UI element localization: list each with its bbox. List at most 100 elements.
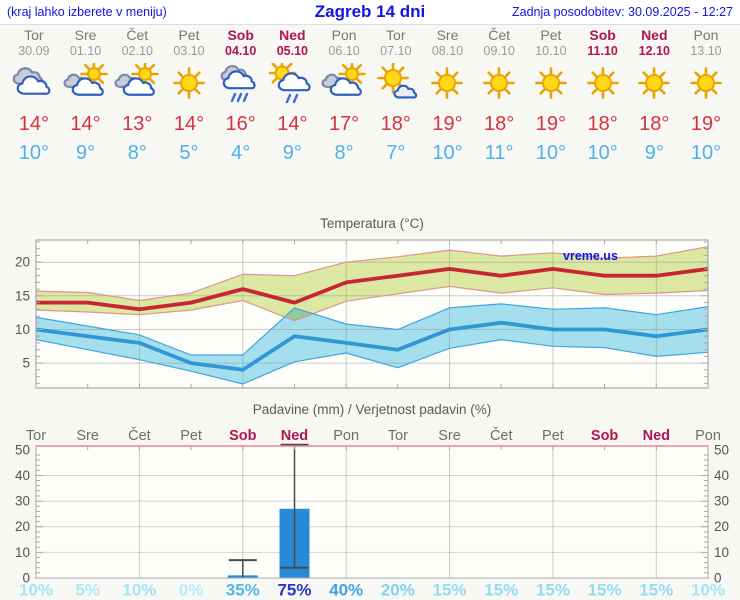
- low-temp-label: 10°: [18, 142, 49, 164]
- svg-text:20%: 20%: [381, 581, 415, 600]
- svg-text:0%: 0%: [179, 581, 204, 600]
- svg-text:10%: 10%: [122, 581, 156, 600]
- rain-icon: [220, 64, 256, 103]
- forecast-day-column[interactable]: Čet 02.10 13° 8°: [111, 27, 163, 168]
- svg-text:Čet: Čet: [128, 427, 151, 444]
- svg-text:Čet: Čet: [490, 427, 513, 444]
- low-temp-label: 4°: [231, 142, 251, 164]
- day-date-label: 07.10: [380, 44, 412, 58]
- svg-text:Padavine (mm) / Verjetnost pad: Padavine (mm) / Verjetnost padavin (%): [253, 402, 492, 417]
- svg-text:15%: 15%: [536, 581, 570, 600]
- svg-text:Ned: Ned: [643, 428, 670, 444]
- svg-text:10: 10: [714, 545, 729, 560]
- forecast-day-column[interactable]: Tor 30.09 14° 10°: [8, 27, 60, 168]
- day-date-label: 10.10: [535, 44, 567, 58]
- svg-text:20: 20: [15, 255, 30, 270]
- sunny-icon: [586, 67, 619, 99]
- weather-icon-cell: [163, 59, 215, 109]
- svg-text:40%: 40%: [329, 581, 363, 600]
- day-name-label: Sre: [436, 27, 459, 43]
- day-name-label: Ned: [641, 27, 668, 43]
- low-temp-label: 10°: [690, 142, 722, 164]
- svg-text:15%: 15%: [639, 581, 673, 600]
- low-temp-label: 8°: [334, 142, 354, 164]
- sunny-icon: [638, 67, 671, 99]
- cloudy-icon: [12, 67, 51, 95]
- svg-text:10: 10: [15, 322, 30, 337]
- high-temp-label: 14°: [18, 113, 49, 135]
- high-temp-label: 13°: [122, 113, 153, 135]
- forecast-day-column[interactable]: Pon 06.10 17° 8°: [318, 27, 370, 168]
- day-date-label: 05.10: [276, 44, 308, 58]
- weather-icon-cell: [473, 59, 525, 109]
- svg-text:15: 15: [15, 288, 30, 303]
- forecast-day-column[interactable]: Ned 05.10 14° 9°: [267, 27, 319, 168]
- svg-text:15%: 15%: [588, 581, 622, 600]
- forecast-day-column[interactable]: Sob 11.10 18° 10°: [577, 27, 629, 168]
- page-title: Zagreb 14 dni: [314, 2, 426, 21]
- day-name-label: Pet: [178, 27, 200, 43]
- weather-icon-cell: [318, 59, 370, 109]
- svg-text:Tor: Tor: [388, 428, 408, 444]
- svg-text:10%: 10%: [691, 581, 725, 600]
- location-menu-hint: (kraj lahko izberete v meniju): [7, 5, 167, 19]
- svg-text:15%: 15%: [484, 581, 518, 600]
- day-name-label: Tor: [386, 27, 406, 43]
- day-date-label: 11.10: [587, 44, 618, 58]
- svg-text:0: 0: [22, 571, 30, 586]
- forecast-day-column[interactable]: Čet 09.10 18° 11°: [473, 27, 525, 168]
- low-temp-label: 11°: [484, 142, 514, 164]
- sunny-icon: [535, 67, 567, 99]
- forecast-day-column[interactable]: Sob 04.10 16° 4°: [215, 27, 267, 168]
- day-date-label: 03.10: [173, 44, 205, 58]
- low-temp-label: 10°: [535, 142, 566, 164]
- svg-text:50: 50: [15, 442, 30, 457]
- day-name-label: Pon: [693, 27, 719, 43]
- high-temp-label: 14°: [277, 113, 308, 135]
- day-date-label: 12.10: [638, 44, 670, 58]
- forecast-day-column[interactable]: Ned 12.10 18° 9°: [628, 27, 680, 168]
- high-temp-label: 14°: [173, 113, 205, 135]
- weather-icon-cell: [525, 59, 577, 109]
- forecast-day-column[interactable]: Pet 03.10 14° 5°: [163, 27, 215, 168]
- svg-text:40: 40: [15, 468, 30, 483]
- low-temp-label: 8°: [127, 142, 147, 164]
- day-date-label: 08.10: [431, 44, 464, 58]
- svg-text:Ned: Ned: [281, 428, 308, 444]
- weather-icon-cell: [215, 59, 267, 109]
- forecast-day-column[interactable]: Pet 10.10 19° 10°: [525, 27, 577, 168]
- svg-text:Tor: Tor: [26, 428, 46, 444]
- forecast-day-column[interactable]: Tor 07.10 18° 7°: [370, 27, 422, 168]
- svg-text:35%: 35%: [226, 581, 260, 600]
- svg-text:10%: 10%: [19, 581, 53, 600]
- svg-text:Sre: Sre: [76, 428, 99, 444]
- high-temp-label: 19°: [690, 113, 722, 135]
- day-date-label: 01.10: [69, 44, 102, 58]
- partly-cloudy-icon: [63, 63, 108, 96]
- high-temp-label: 19°: [432, 113, 463, 135]
- day-name-label: Čet: [126, 27, 149, 43]
- header-bar: (kraj lahko izberete v meniju) Zagreb 14…: [0, 0, 740, 25]
- svg-text:15%: 15%: [433, 581, 467, 600]
- forecast-day-column[interactable]: Sre 01.10 14° 9°: [60, 27, 112, 168]
- day-date-label: 30.09: [18, 44, 50, 58]
- mostly-sunny-icon: [376, 63, 417, 99]
- day-date-label: 02.10: [121, 44, 153, 58]
- svg-text:Pon: Pon: [333, 428, 359, 444]
- day-name-label: Pon: [331, 27, 357, 43]
- low-temp-label: 7°: [386, 142, 406, 164]
- high-temp-label: 19°: [535, 113, 566, 135]
- high-temp-label: 18°: [484, 113, 515, 135]
- day-date-label: 09.10: [483, 44, 515, 58]
- forecast-day-column[interactable]: Sre 08.10 19° 10°: [422, 27, 474, 168]
- svg-text:Temperatura (°C): Temperatura (°C): [320, 216, 424, 231]
- svg-text:75%: 75%: [277, 581, 311, 600]
- svg-text:vreme.us: vreme.us: [563, 249, 618, 263]
- svg-text:20: 20: [15, 519, 30, 534]
- day-name-label: Sre: [74, 27, 97, 43]
- weather-icon-cell: [680, 59, 732, 109]
- forecast-day-column[interactable]: Pon 13.10 19° 10°: [680, 27, 732, 168]
- svg-text:Sob: Sob: [229, 428, 257, 444]
